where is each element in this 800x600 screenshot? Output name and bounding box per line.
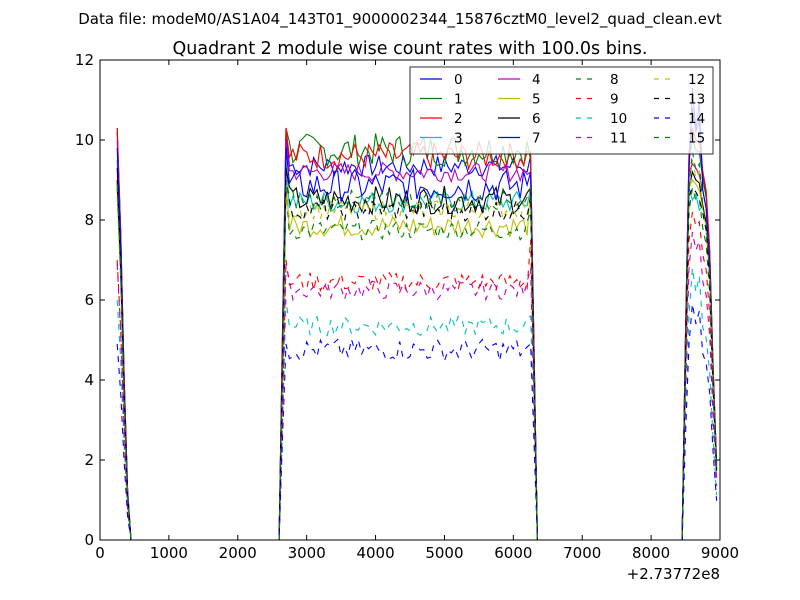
x-tick-label: 1000 — [150, 544, 188, 562]
y-tick-label: 12 — [75, 51, 94, 69]
legend-label-3: 3 — [454, 131, 463, 147]
x-tick-label: 4000 — [356, 544, 394, 562]
x-axis-offset-label: +2.73772e8 — [627, 565, 720, 583]
legend-label-12: 12 — [688, 72, 705, 88]
series-line-5 — [116, 178, 718, 540]
series-line-15 — [116, 151, 718, 540]
x-axis-ticks: 0 1000 2000 3000 4000 5000 6000 7000 8000 9000 — [95, 60, 739, 562]
series-line-4 — [116, 139, 718, 540]
x-tick-label: 9000 — [701, 544, 739, 562]
y-tick-label: 6 — [84, 291, 94, 309]
plot-lines — [116, 87, 718, 540]
legend-label-2: 2 — [454, 111, 463, 127]
y-tick-label: 0 — [84, 531, 94, 549]
legend-label-13: 13 — [688, 92, 705, 108]
x-tick-label: 8000 — [632, 544, 670, 562]
legend-label-8: 8 — [610, 72, 619, 88]
legend-label-9: 9 — [610, 92, 619, 108]
x-tick-label: 5000 — [425, 544, 463, 562]
legend-box — [409, 66, 714, 155]
legend-label-7: 7 — [532, 131, 541, 147]
chart-title: Quadrant 2 module wise count rates with … — [173, 39, 648, 59]
series-line-14 — [116, 303, 718, 540]
x-tick-label: 6000 — [494, 544, 532, 562]
legend-label-11: 11 — [610, 131, 627, 147]
x-tick-label: 7000 — [563, 544, 601, 562]
series-line-7 — [116, 87, 718, 540]
series-line-12 — [116, 159, 718, 540]
y-tick-label: 2 — [84, 451, 94, 469]
y-tick-label: 8 — [84, 211, 94, 229]
x-tick-label: 3000 — [288, 544, 326, 562]
series-line-13 — [116, 179, 718, 540]
y-tick-label: 4 — [84, 371, 94, 389]
legend-label-14: 14 — [688, 111, 705, 127]
series-line-8 — [116, 187, 718, 540]
figure-suptitle: Data file: modeM0/AS1A04_143T01_90000023… — [78, 10, 722, 29]
x-tick-label: 2000 — [219, 544, 257, 562]
legend-label-4: 4 — [532, 72, 541, 88]
x-tick-label: 0 — [95, 544, 105, 562]
y-tick-label: 10 — [75, 131, 94, 149]
legend-label-1: 1 — [454, 92, 463, 108]
series-line-0 — [116, 107, 718, 540]
legend-label-6: 6 — [532, 111, 541, 127]
legend-label-15: 15 — [688, 131, 705, 147]
legend-label-0: 0 — [454, 72, 463, 88]
series-line-10 — [116, 267, 718, 540]
legend-label-5: 5 — [532, 92, 541, 108]
legend-label-10: 10 — [610, 111, 627, 127]
